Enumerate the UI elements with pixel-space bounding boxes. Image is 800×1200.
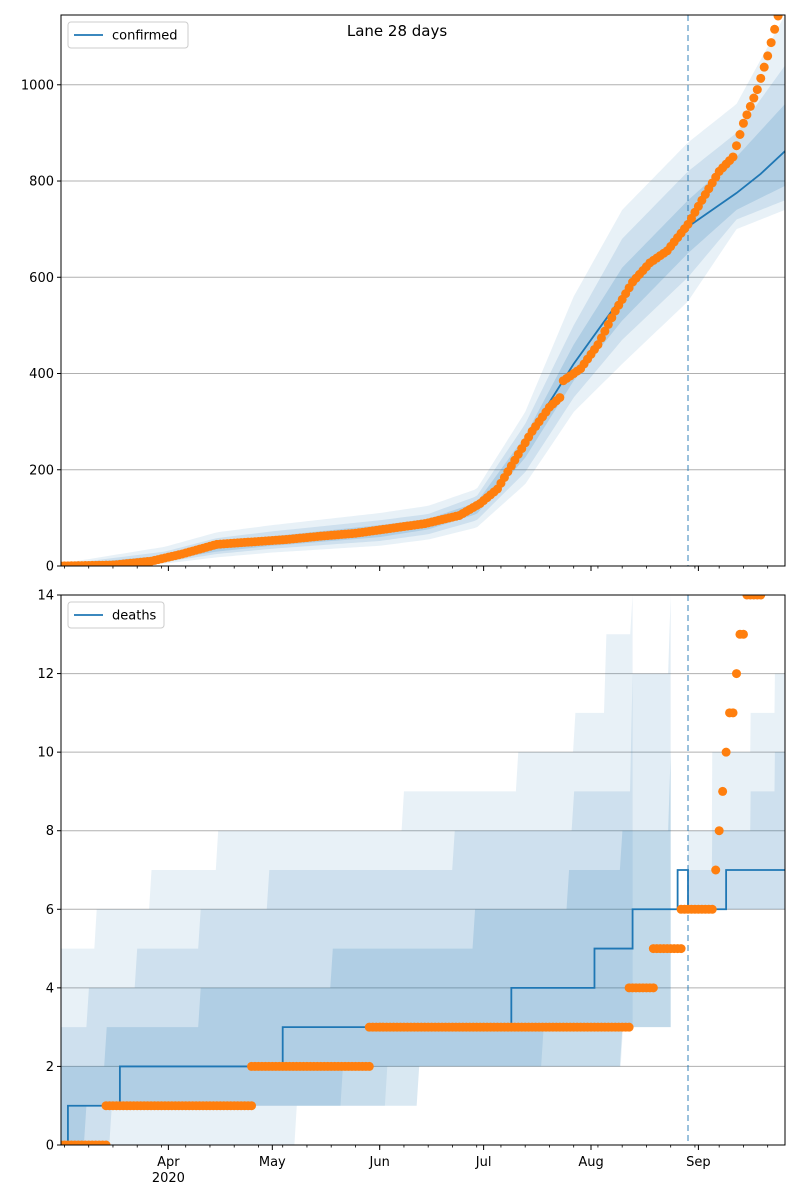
observed-point xyxy=(766,38,776,48)
observed-point xyxy=(711,865,721,875)
x-tick-label: Sep xyxy=(686,1155,711,1170)
y-tick-label: 14 xyxy=(37,589,54,604)
observed-point xyxy=(749,93,759,103)
y-tick-label: 0 xyxy=(46,560,54,575)
band-middle xyxy=(61,65,785,566)
observed-point xyxy=(738,629,748,639)
legend-label: confirmed xyxy=(112,29,178,44)
x-tick-label: May xyxy=(259,1155,286,1170)
observed-point xyxy=(101,1140,111,1145)
y-tick-label: 12 xyxy=(37,667,54,682)
y-tick-label: 0 xyxy=(46,1139,54,1154)
observed-point xyxy=(732,141,742,151)
observed-point xyxy=(714,826,724,836)
observed-point xyxy=(763,51,773,61)
observed-point xyxy=(742,110,752,120)
observed-point xyxy=(593,340,603,350)
confirmed-panel: 0 200 400 600 800 1000 confirmed xyxy=(21,14,786,575)
observed-point xyxy=(752,85,762,95)
y-tick-label: 800 xyxy=(29,175,54,190)
band-inner xyxy=(61,752,671,1145)
observed-point xyxy=(721,747,731,757)
y-tick-label: 4 xyxy=(46,981,54,996)
x-tick-label: Aug xyxy=(578,1155,603,1170)
band-forecast-outer xyxy=(688,673,785,910)
axes-frame xyxy=(60,14,786,567)
x-tick-label: Jul xyxy=(475,1155,492,1170)
observed-points xyxy=(61,15,783,566)
legend-label: deaths xyxy=(112,609,157,624)
legend: confirmed xyxy=(67,21,189,49)
observed-point xyxy=(738,118,748,128)
figure-title: Lane 28 days xyxy=(347,22,447,40)
y-tick-label: 8 xyxy=(46,824,54,839)
observed-point xyxy=(707,904,717,914)
observed-point xyxy=(648,983,658,993)
legend: deaths xyxy=(67,601,165,629)
observed-point xyxy=(676,944,686,954)
band-middle xyxy=(61,595,671,1145)
y-tick-label: 600 xyxy=(29,271,54,286)
x-tick-label: Apr xyxy=(157,1155,180,1170)
band-outer xyxy=(61,15,785,566)
observed-point xyxy=(745,101,755,111)
observed-point xyxy=(718,786,728,796)
y-tick-label: 1000 xyxy=(21,78,54,93)
observed-point xyxy=(735,130,745,140)
median-line-deaths xyxy=(61,869,785,1145)
x-year-label: 2020 xyxy=(152,1171,185,1186)
y-tick-label: 200 xyxy=(29,463,54,478)
observed-point xyxy=(364,1061,374,1071)
plot-area xyxy=(61,15,785,566)
y-tick-label: 10 xyxy=(37,746,54,761)
observed-point xyxy=(728,152,738,162)
observed-point xyxy=(756,73,766,83)
deaths-panel: 0 2 4 6 8 10 12 14 Apr May Jun Jul Aug Sep 2020 deaths xyxy=(37,589,786,1186)
observed-point xyxy=(607,313,617,323)
legend-box xyxy=(67,21,189,49)
observed-point xyxy=(624,1022,634,1032)
observed-point xyxy=(770,24,780,34)
observed-point xyxy=(756,595,766,600)
y-tick-label: 400 xyxy=(29,367,54,382)
observed-point xyxy=(728,708,738,718)
observed-point xyxy=(596,333,606,343)
y-tick-label: 2 xyxy=(46,1060,54,1075)
observed-point xyxy=(600,326,610,336)
observed-point xyxy=(773,15,783,21)
observed-point xyxy=(759,62,769,72)
band-outer xyxy=(61,595,633,1145)
observed-point xyxy=(732,669,742,679)
observed-point xyxy=(555,393,565,403)
observed-point xyxy=(247,1101,257,1111)
x-tick-label: Jun xyxy=(369,1155,390,1170)
plot-area xyxy=(61,595,785,1145)
observed-point xyxy=(603,319,613,329)
axes-frame xyxy=(60,594,786,1146)
legend-box xyxy=(67,601,165,629)
observed-points xyxy=(61,595,766,1145)
y-tick-label: 6 xyxy=(46,903,54,918)
